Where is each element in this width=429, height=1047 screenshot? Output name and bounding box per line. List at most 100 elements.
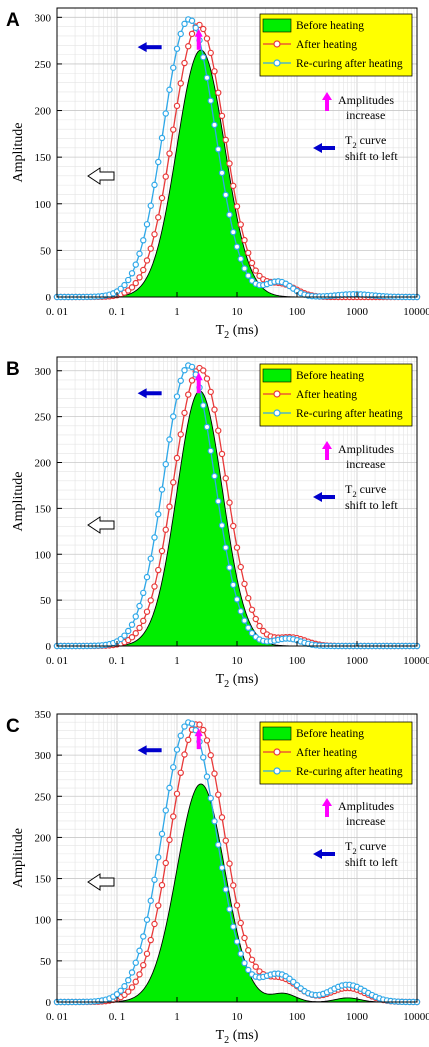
y-tick-label: 200	[35, 832, 52, 844]
data-point-re-curing-after-heating	[125, 977, 132, 984]
data-point-re-curing-after-heating	[143, 573, 151, 581]
y-tick-label: 0	[46, 292, 52, 304]
data-point-after-heating	[233, 902, 241, 909]
data-point-after-heating	[203, 737, 211, 744]
data-point-re-curing-after-heating	[121, 632, 128, 639]
data-point-re-curing-after-heating	[211, 818, 218, 825]
x-tick-label: 1000	[346, 1011, 369, 1023]
x-tick-label: 1	[174, 1011, 180, 1023]
data-point-re-curing-after-heating	[200, 754, 207, 761]
data-point-re-curing-after-heating	[218, 864, 226, 871]
y-tick-label: 300	[35, 750, 52, 762]
data-point-after-heating	[136, 971, 143, 978]
data-point-re-curing-after-heating	[151, 534, 158, 541]
data-point-re-curing-after-heating	[222, 544, 229, 551]
peak-left-arrow-icon	[137, 42, 147, 53]
x-tick-label: 0. 01	[46, 1011, 68, 1023]
y-tick-label: 250	[35, 791, 52, 803]
data-point-re-curing-after-heating	[166, 436, 173, 443]
data-point-re-curing-after-heating	[162, 110, 169, 117]
x-tick-label: 0. 1	[109, 1011, 126, 1023]
data-point-after-heating	[256, 272, 263, 280]
data-point-after-heating	[181, 409, 188, 417]
data-point-after-heating	[158, 881, 166, 889]
data-point-after-heating	[185, 736, 192, 744]
data-point-after-heating	[260, 627, 267, 635]
data-point-after-heating	[155, 214, 162, 221]
data-point-after-heating	[245, 594, 252, 602]
data-point-re-curing-after-heating	[181, 723, 188, 730]
legend-label: After heating	[296, 747, 357, 759]
data-point-re-curing-after-heating	[155, 158, 162, 166]
data-point-after-heating	[241, 580, 248, 588]
data-point-after-heating	[166, 150, 173, 157]
data-point-after-heating	[218, 112, 226, 120]
data-point-after-heating	[188, 30, 196, 38]
outline-left-arrow-icon	[87, 873, 115, 891]
data-point-after-heating	[132, 978, 139, 985]
x-axis-label-part: (ms)	[229, 672, 259, 687]
data-point-after-heating	[132, 630, 139, 637]
data-point-re-curing-after-heating	[200, 402, 207, 409]
data-point-re-curing-after-heating	[125, 627, 132, 635]
data-point-after-heating	[177, 769, 184, 777]
data-point-after-heating	[230, 182, 237, 190]
y-axis-label: Amplitude	[11, 123, 26, 183]
data-point-re-curing-after-heating	[188, 720, 196, 727]
x-tick-label: 10	[232, 1011, 244, 1023]
data-point-after-heating	[173, 790, 181, 797]
data-point-re-curing-after-heating	[173, 393, 181, 400]
data-point-re-curing-after-heating	[207, 795, 214, 802]
data-point-after-heating	[200, 367, 207, 374]
data-point-re-curing-after-heating	[162, 461, 169, 468]
x-axis-label-part: (ms)	[229, 323, 259, 338]
data-point-after-heating	[215, 89, 222, 96]
annotation-t2-curve-part: 2	[352, 140, 356, 150]
data-point-re-curing-after-heating	[121, 983, 128, 990]
data-point-re-curing-after-heating	[177, 30, 184, 38]
data-point-after-heating	[173, 454, 181, 462]
annotation-t2-curve-part: curve	[357, 133, 387, 147]
annotation-shift-left: shift to left	[345, 855, 398, 869]
data-point-re-curing-after-heating	[155, 511, 162, 518]
data-point-after-heating	[188, 377, 196, 384]
x-tick-label: 1	[174, 306, 180, 318]
data-point-re-curing-after-heating	[132, 613, 139, 620]
data-point-after-heating	[132, 279, 139, 287]
data-point-after-heating	[218, 814, 226, 821]
annotation-t2-curve: T2 curve	[345, 133, 386, 150]
panel-letter: A	[6, 10, 20, 31]
data-point-re-curing-after-heating	[173, 746, 181, 753]
x-tick-label: 10000	[403, 655, 429, 667]
data-point-re-curing-after-heating	[158, 486, 166, 493]
legend-label: After heating	[296, 389, 357, 401]
data-point-re-curing-after-heating	[211, 121, 218, 129]
peak-left-arrow-icon	[145, 748, 162, 753]
data-point-re-curing-after-heating	[151, 876, 158, 883]
data-point-re-curing-after-heating	[230, 228, 237, 236]
data-point-after-heating	[155, 566, 162, 574]
data-point-after-heating	[181, 751, 188, 758]
x-tick-label: 10000	[403, 306, 429, 318]
data-point-after-heating	[166, 503, 173, 510]
data-point-after-heating	[207, 49, 214, 57]
x-tick-label: 10	[232, 306, 244, 318]
data-point-re-curing-after-heating	[170, 413, 177, 420]
x-tick-label: 100	[289, 1011, 306, 1023]
data-point-re-curing-after-heating	[143, 916, 151, 923]
legend: Before heating After heating Re-curing aft…	[259, 363, 413, 427]
data-point-after-heating	[128, 634, 136, 641]
annotation-t2-curve-part: 2	[352, 846, 356, 856]
data-point-after-heating	[245, 947, 252, 954]
data-point-after-heating	[230, 522, 237, 530]
left-arrow-icon	[313, 849, 322, 859]
peak-up-arrow-icon	[194, 372, 203, 381]
data-point-re-curing-after-heating	[170, 764, 177, 771]
data-point-re-curing-after-heating	[203, 773, 211, 780]
peak-left-arrow-icon	[145, 391, 162, 396]
annotation-t2-curve-part: curve	[357, 839, 387, 853]
data-point-re-curing-after-heating	[166, 86, 173, 93]
y-tick-label: 150	[35, 152, 52, 164]
data-point-re-curing-after-heating	[173, 45, 181, 52]
data-point-re-curing-after-heating	[117, 635, 124, 643]
